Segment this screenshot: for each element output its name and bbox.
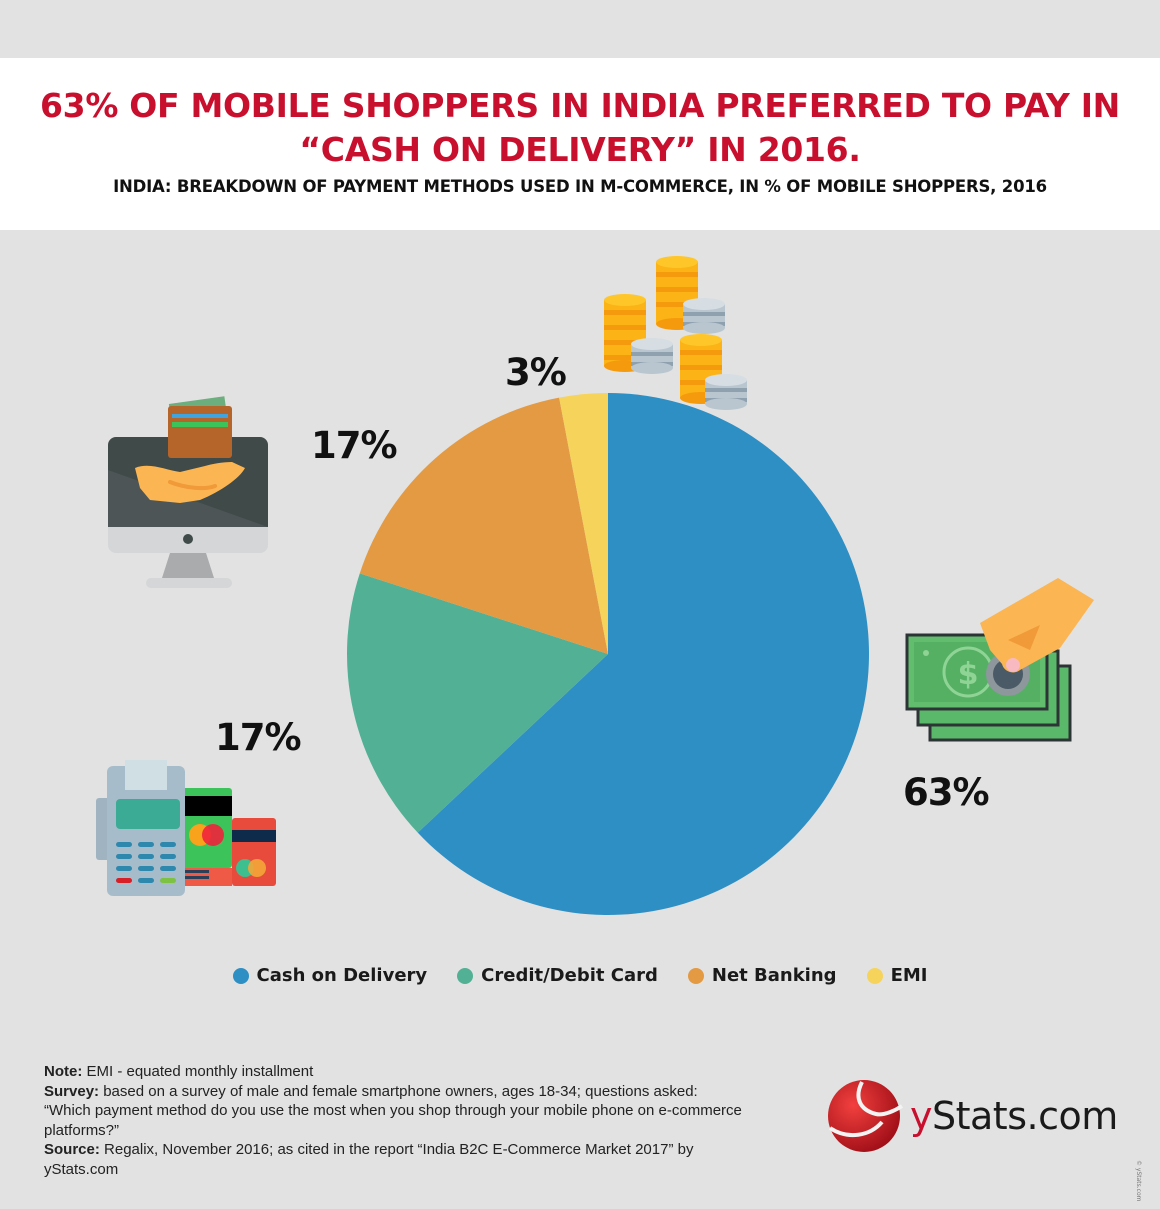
note-line: Note: EMI - equated monthly installment	[44, 1062, 744, 1082]
net-banking-percent-label: 17%	[311, 424, 398, 467]
globe-logo-icon	[828, 1080, 904, 1152]
pie-slice-emi	[559, 393, 608, 654]
legend-label: EMI	[890, 965, 928, 986]
logo-text-y: y	[910, 1094, 933, 1138]
legend-dot-icon	[457, 967, 474, 984]
chart-legend: Cash on Delivery Credit/Debit Card Net B…	[0, 965, 1160, 986]
pie-slices	[347, 393, 869, 915]
credit-debit-card-percent-label: 17%	[215, 716, 302, 759]
cash-on-delivery-percent-label: 63%	[903, 771, 990, 814]
legend-item-emi: EMI	[866, 965, 928, 986]
legend-item-net-banking: Net Banking	[687, 965, 837, 986]
legend-dot-icon	[232, 967, 249, 984]
note-text: EMI - equated monthly installment	[82, 1063, 314, 1080]
legend-dot-icon	[687, 967, 704, 984]
card-terminal-icon	[96, 760, 276, 896]
title-line-1: 63% OF MOBILE SHOPPERS IN INDIA PREFERRE…	[40, 86, 1120, 125]
hand-cash-coin-icon: $	[905, 578, 1094, 742]
survey-label: Survey:	[44, 1082, 100, 1100]
title-line-2: “CASH ON DELIVERY” IN 2016.	[299, 130, 861, 169]
legend-label: Credit/Debit Card	[481, 965, 658, 986]
pie-slice-net-banking	[359, 397, 608, 654]
survey-text: based on a survey of male and female sma…	[44, 1082, 742, 1139]
legend-label: Net Banking	[711, 965, 837, 986]
legend-label: Cash on Delivery	[256, 965, 428, 986]
logo-text: yStats.com	[910, 1094, 1118, 1138]
pie-slice-credit-debit-card	[347, 573, 608, 833]
ystats-logo: yStats.com	[824, 1076, 1118, 1156]
coin-stacks-icon	[604, 256, 747, 410]
survey-line: Survey: based on a survey of male and fe…	[44, 1082, 744, 1141]
legend-item-cash-on-delivery: Cash on Delivery	[232, 965, 428, 986]
copyright-text: © yStats.com	[1135, 1160, 1142, 1202]
chart-subtitle: INDIA: BREAKDOWN OF PAYMENT METHODS USED…	[113, 177, 1047, 196]
emi-percent-label: 3%	[505, 351, 567, 394]
header-band: 63% OF MOBILE SHOPPERS IN INDIA PREFERRE…	[0, 58, 1160, 230]
computer-wallet-icon	[108, 396, 268, 588]
source-line: Source: Regalix, November 2016; as cited…	[44, 1140, 744, 1179]
page-title: 63% OF MOBILE SHOPPERS IN INDIA PREFERRE…	[0, 84, 1160, 172]
source-text: Regalix, November 2016; as cited in the …	[44, 1141, 694, 1178]
logo-text-rest: Stats.com	[932, 1094, 1118, 1138]
svg-text:$: $	[958, 657, 979, 692]
pie-slice-cash-on-delivery	[417, 393, 869, 915]
legend-dot-icon	[866, 967, 883, 984]
legend-item-credit-debit-card: Credit/Debit Card	[457, 965, 658, 986]
note-label: Note:	[44, 1063, 83, 1080]
source-label: Source:	[44, 1141, 100, 1158]
footnotes: Note: EMI - equated monthly installment …	[44, 1062, 744, 1179]
